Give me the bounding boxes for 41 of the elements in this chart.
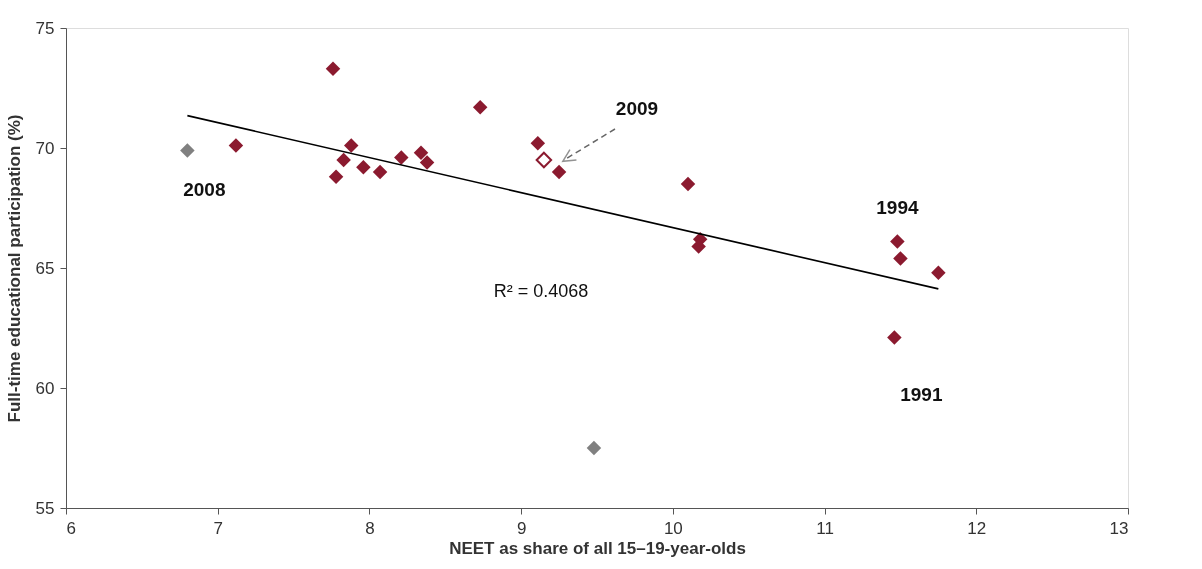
point [356, 159, 371, 175]
point [325, 61, 341, 77]
point [228, 138, 244, 153]
annotation: 1994 [876, 196, 919, 218]
point [931, 265, 946, 281]
x-tick-label: 8 [365, 518, 375, 538]
x-axis-title: NEET as share of all 15–19-year-olds [449, 538, 746, 558]
point [893, 251, 908, 266]
point [372, 164, 388, 180]
point [586, 440, 602, 456]
point [336, 152, 351, 168]
point [180, 143, 195, 158]
y-tick-label: 75 [35, 18, 55, 38]
x-tick-label: 9 [516, 518, 527, 538]
point [472, 99, 488, 115]
x-tick-label: 6 [66, 518, 76, 538]
annotation: 2008 [183, 179, 226, 201]
x-tick-label: 11 [816, 518, 834, 538]
annotation: R² = 0.4068 [493, 281, 589, 301]
x-tick-label: 12 [967, 518, 987, 538]
point [530, 135, 546, 151]
point [535, 151, 553, 169]
y-axis-title: Full-time educational participation (%) [4, 114, 24, 423]
point [328, 169, 344, 185]
y-tick-label: 65 [35, 258, 55, 278]
annotation: 2009 [615, 98, 659, 119]
annotation: 1991 [900, 383, 943, 405]
x-tick-label: 10 [663, 518, 683, 538]
point [419, 155, 435, 170]
point [551, 164, 567, 180]
point [413, 145, 429, 161]
y-tick-label: 70 [35, 138, 55, 158]
y-tick-label: 55 [35, 498, 55, 518]
point [890, 234, 905, 249]
x-tick-label: 13 [1109, 518, 1129, 538]
x-tick-label: 7 [213, 518, 223, 538]
y-tick-label: 60 [35, 378, 55, 398]
point [394, 150, 409, 165]
point [887, 330, 902, 345]
point [343, 138, 359, 153]
point [680, 176, 696, 192]
